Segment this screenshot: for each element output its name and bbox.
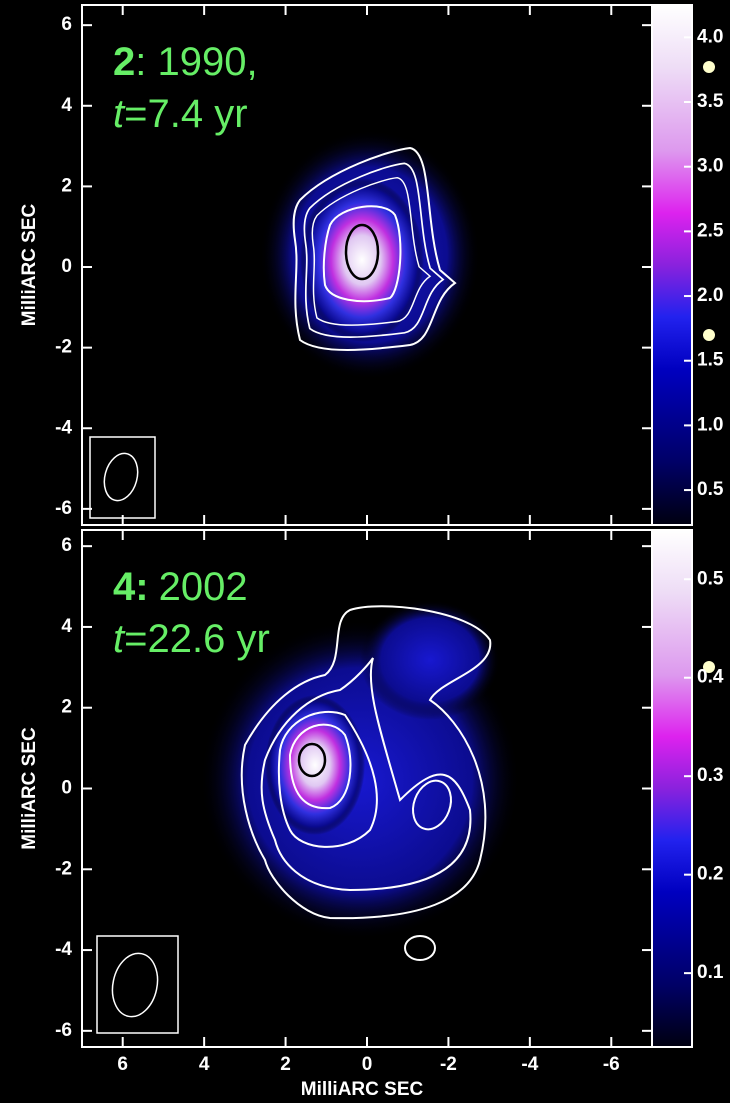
- colorbar-tick-label: 0.5: [697, 568, 724, 589]
- y-tick-label: -2: [55, 337, 72, 358]
- y-tick-label: 2: [61, 697, 72, 718]
- colorbar: [652, 5, 692, 525]
- x-tick-label: 4: [199, 1054, 210, 1075]
- colorbar-tick-label: 1.0: [697, 414, 723, 435]
- x-axis-label: MilliARC SEC: [301, 1079, 424, 1100]
- time-value: =22.6 yr: [124, 617, 270, 661]
- y-tick-label: 0: [61, 778, 72, 799]
- colorbar-tick-label: 4.0: [697, 26, 723, 47]
- colorbar-tick-label: 3.5: [697, 91, 724, 112]
- y-axis-label: MilliARC SEC: [19, 203, 40, 326]
- marker-dot: [703, 61, 715, 73]
- y-tick-label: -6: [55, 498, 72, 519]
- y-tick-label: 2: [61, 175, 72, 196]
- x-tick-label: 6: [117, 1054, 128, 1075]
- figure: 6 4 2 0 -2 -4 -6 0.5 1.0 1.5 2.0 2.5 3.0 3.5 4.0 MilliA…: [0, 0, 730, 1103]
- x-tick-label: -2: [440, 1054, 457, 1075]
- colorbar-tick-label: 0.3: [697, 765, 723, 786]
- x-tick-label: 0: [362, 1054, 373, 1075]
- panel-number: 4:: [113, 565, 149, 609]
- colorbar-tick-label: 2.5: [697, 220, 724, 241]
- panel-label: 4:2002: [113, 565, 248, 609]
- panel-epoch: 2002: [159, 565, 248, 609]
- panel-number: 2: [113, 40, 135, 84]
- y-tick-label: -4: [55, 417, 72, 438]
- x-tick-label: -6: [603, 1054, 620, 1075]
- y-tick-label: 4: [61, 95, 72, 116]
- colorbar-tick-label: 0.5: [697, 479, 724, 500]
- y-tick-label: -2: [55, 858, 72, 879]
- panel-time: t=7.4 yr: [113, 92, 248, 136]
- colorbar-tick-label: 0.4: [697, 667, 724, 688]
- y-tick-label: 0: [61, 256, 72, 277]
- colorbar-tick-label: 1.5: [697, 350, 724, 371]
- y-axis-label: MilliARC SEC: [19, 727, 40, 850]
- marker-dot: [703, 329, 715, 341]
- colorbar-tick-label: 0.2: [697, 864, 723, 885]
- time-value: =7.4 yr: [124, 92, 247, 136]
- x-tick-label: -4: [521, 1054, 538, 1075]
- y-tick-label: -6: [55, 1020, 72, 1041]
- panel-epoch: : 1990,: [135, 40, 257, 84]
- panel-time: t=22.6 yr: [113, 617, 270, 661]
- colorbar-tick-label: 2.0: [697, 285, 723, 306]
- y-tick-label: 6: [61, 14, 72, 35]
- y-tick-label: -4: [55, 939, 72, 960]
- y-tick-label: 4: [61, 616, 72, 637]
- colorbar-tick-label: 0.1: [697, 962, 724, 983]
- colorbar-tick-label: 3.0: [697, 156, 723, 177]
- panel-label: 2: 1990,: [113, 40, 258, 84]
- x-tick-label: 2: [280, 1054, 291, 1075]
- y-tick-label: 6: [61, 535, 72, 556]
- colorbar: [652, 530, 692, 1047]
